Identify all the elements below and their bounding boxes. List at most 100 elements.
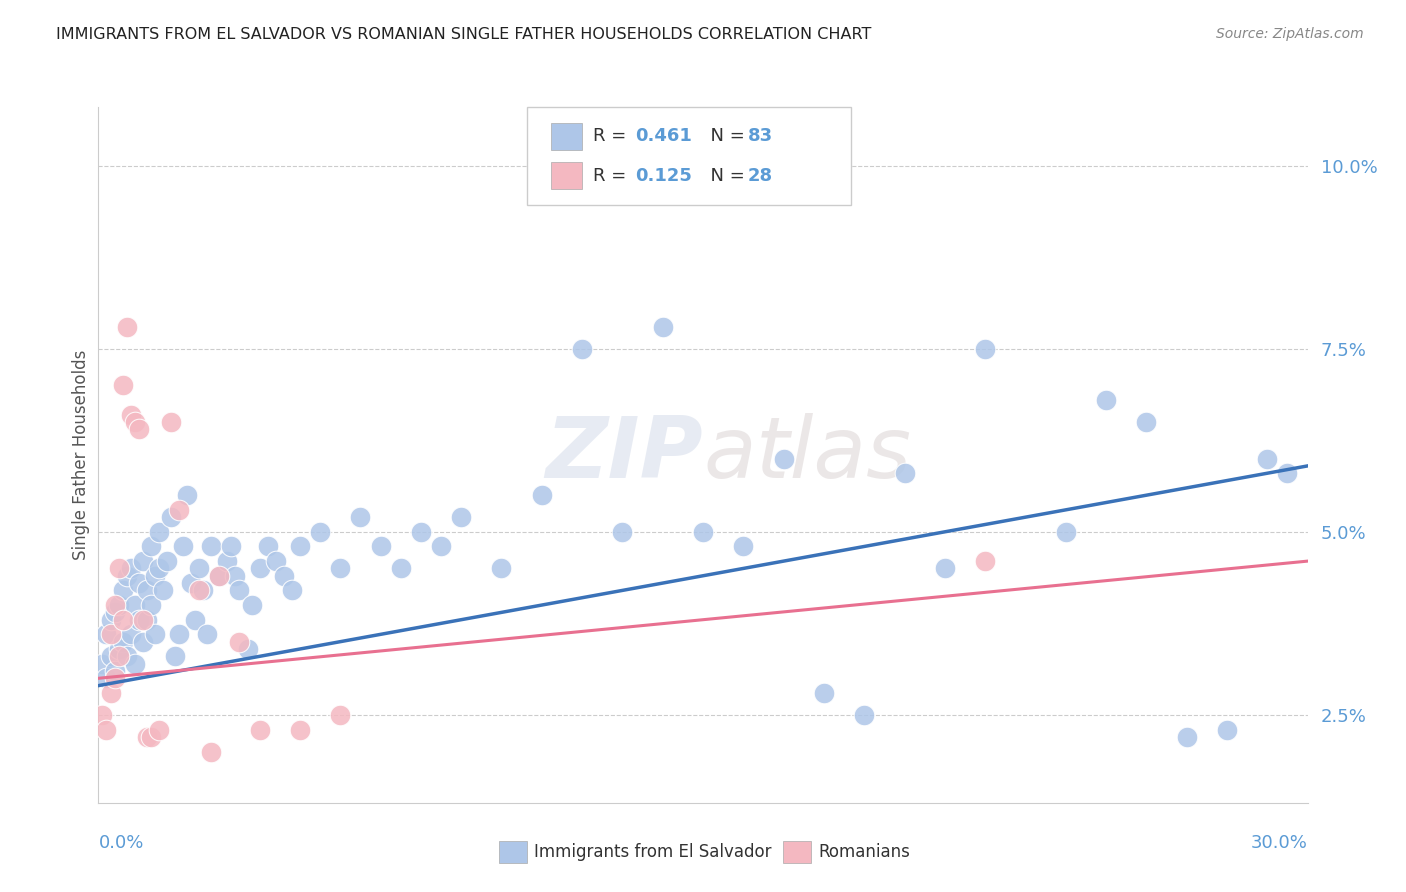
Point: [273, 568, 295, 582]
Point: [103, 664, 125, 678]
Point: [107, 561, 129, 575]
Point: [128, 613, 150, 627]
Point: [124, 598, 146, 612]
Point: [236, 642, 259, 657]
Text: Romanians: Romanians: [818, 843, 910, 861]
Point: [135, 613, 157, 627]
Point: [96, 723, 118, 737]
Text: Immigrants from El Salvador: Immigrants from El Salvador: [534, 843, 772, 861]
Point: [530, 488, 553, 502]
Point: [491, 561, 513, 575]
Point: [111, 378, 134, 392]
Point: [934, 561, 956, 575]
Point: [139, 598, 162, 612]
Point: [100, 613, 122, 627]
Point: [124, 415, 146, 429]
Point: [143, 627, 166, 641]
Point: [974, 342, 997, 356]
Point: [132, 554, 155, 568]
Point: [111, 583, 134, 598]
Point: [1135, 415, 1157, 429]
Point: [100, 649, 122, 664]
Point: [1175, 730, 1198, 744]
Text: 0.125: 0.125: [636, 167, 692, 185]
Point: [107, 649, 129, 664]
Point: [139, 540, 162, 554]
Point: [256, 540, 278, 554]
Point: [329, 707, 352, 722]
Point: [100, 627, 122, 641]
Point: [115, 568, 138, 582]
Point: [1054, 524, 1077, 539]
Point: [115, 649, 138, 664]
Text: atlas: atlas: [703, 413, 911, 497]
Point: [160, 415, 183, 429]
Point: [107, 598, 129, 612]
Point: [96, 671, 118, 685]
Point: [188, 561, 211, 575]
Point: [96, 627, 118, 641]
Point: [148, 723, 170, 737]
Point: [180, 576, 202, 591]
Point: [389, 561, 412, 575]
Point: [329, 561, 352, 575]
Point: [772, 451, 794, 466]
Point: [100, 686, 122, 700]
Point: [115, 319, 138, 334]
Point: [309, 524, 332, 539]
Point: [692, 524, 714, 539]
Point: [288, 540, 311, 554]
Point: [163, 649, 186, 664]
Point: [651, 319, 673, 334]
Point: [91, 707, 114, 722]
Point: [195, 627, 218, 641]
Point: [193, 583, 215, 598]
Point: [853, 707, 876, 722]
Point: [139, 730, 162, 744]
Point: [160, 510, 183, 524]
Text: N =: N =: [699, 167, 751, 185]
Text: R =: R =: [593, 128, 633, 145]
Point: [430, 540, 453, 554]
Text: ZIP: ZIP: [546, 413, 703, 497]
Point: [1095, 392, 1118, 407]
Point: [733, 540, 755, 554]
Point: [156, 554, 179, 568]
Text: 0.461: 0.461: [636, 128, 692, 145]
Point: [228, 634, 250, 648]
Point: [167, 503, 190, 517]
Point: [249, 561, 271, 575]
Point: [450, 510, 472, 524]
Text: 30.0%: 30.0%: [1251, 834, 1308, 852]
Point: [612, 524, 634, 539]
Point: [1277, 467, 1299, 481]
Point: [172, 540, 194, 554]
Point: [91, 657, 114, 671]
Point: [128, 576, 150, 591]
Text: Source: ZipAtlas.com: Source: ZipAtlas.com: [1216, 27, 1364, 41]
Point: [249, 723, 271, 737]
Point: [167, 627, 190, 641]
Text: IMMIGRANTS FROM EL SALVADOR VS ROMANIAN SINGLE FATHER HOUSEHOLDS CORRELATION CHA: IMMIGRANTS FROM EL SALVADOR VS ROMANIAN …: [56, 27, 872, 42]
Point: [281, 583, 304, 598]
Text: 83: 83: [748, 128, 773, 145]
Point: [240, 598, 263, 612]
Point: [176, 488, 198, 502]
Point: [217, 554, 239, 568]
Point: [103, 671, 125, 685]
Point: [370, 540, 392, 554]
Point: [288, 723, 311, 737]
Point: [111, 613, 134, 627]
Point: [228, 583, 250, 598]
Point: [120, 561, 142, 575]
Point: [143, 568, 166, 582]
Point: [221, 540, 243, 554]
Point: [135, 583, 157, 598]
Point: [349, 510, 371, 524]
Point: [103, 598, 125, 612]
Text: N =: N =: [699, 128, 751, 145]
Point: [148, 561, 170, 575]
Point: [184, 613, 207, 627]
Point: [409, 524, 432, 539]
Point: [571, 342, 593, 356]
